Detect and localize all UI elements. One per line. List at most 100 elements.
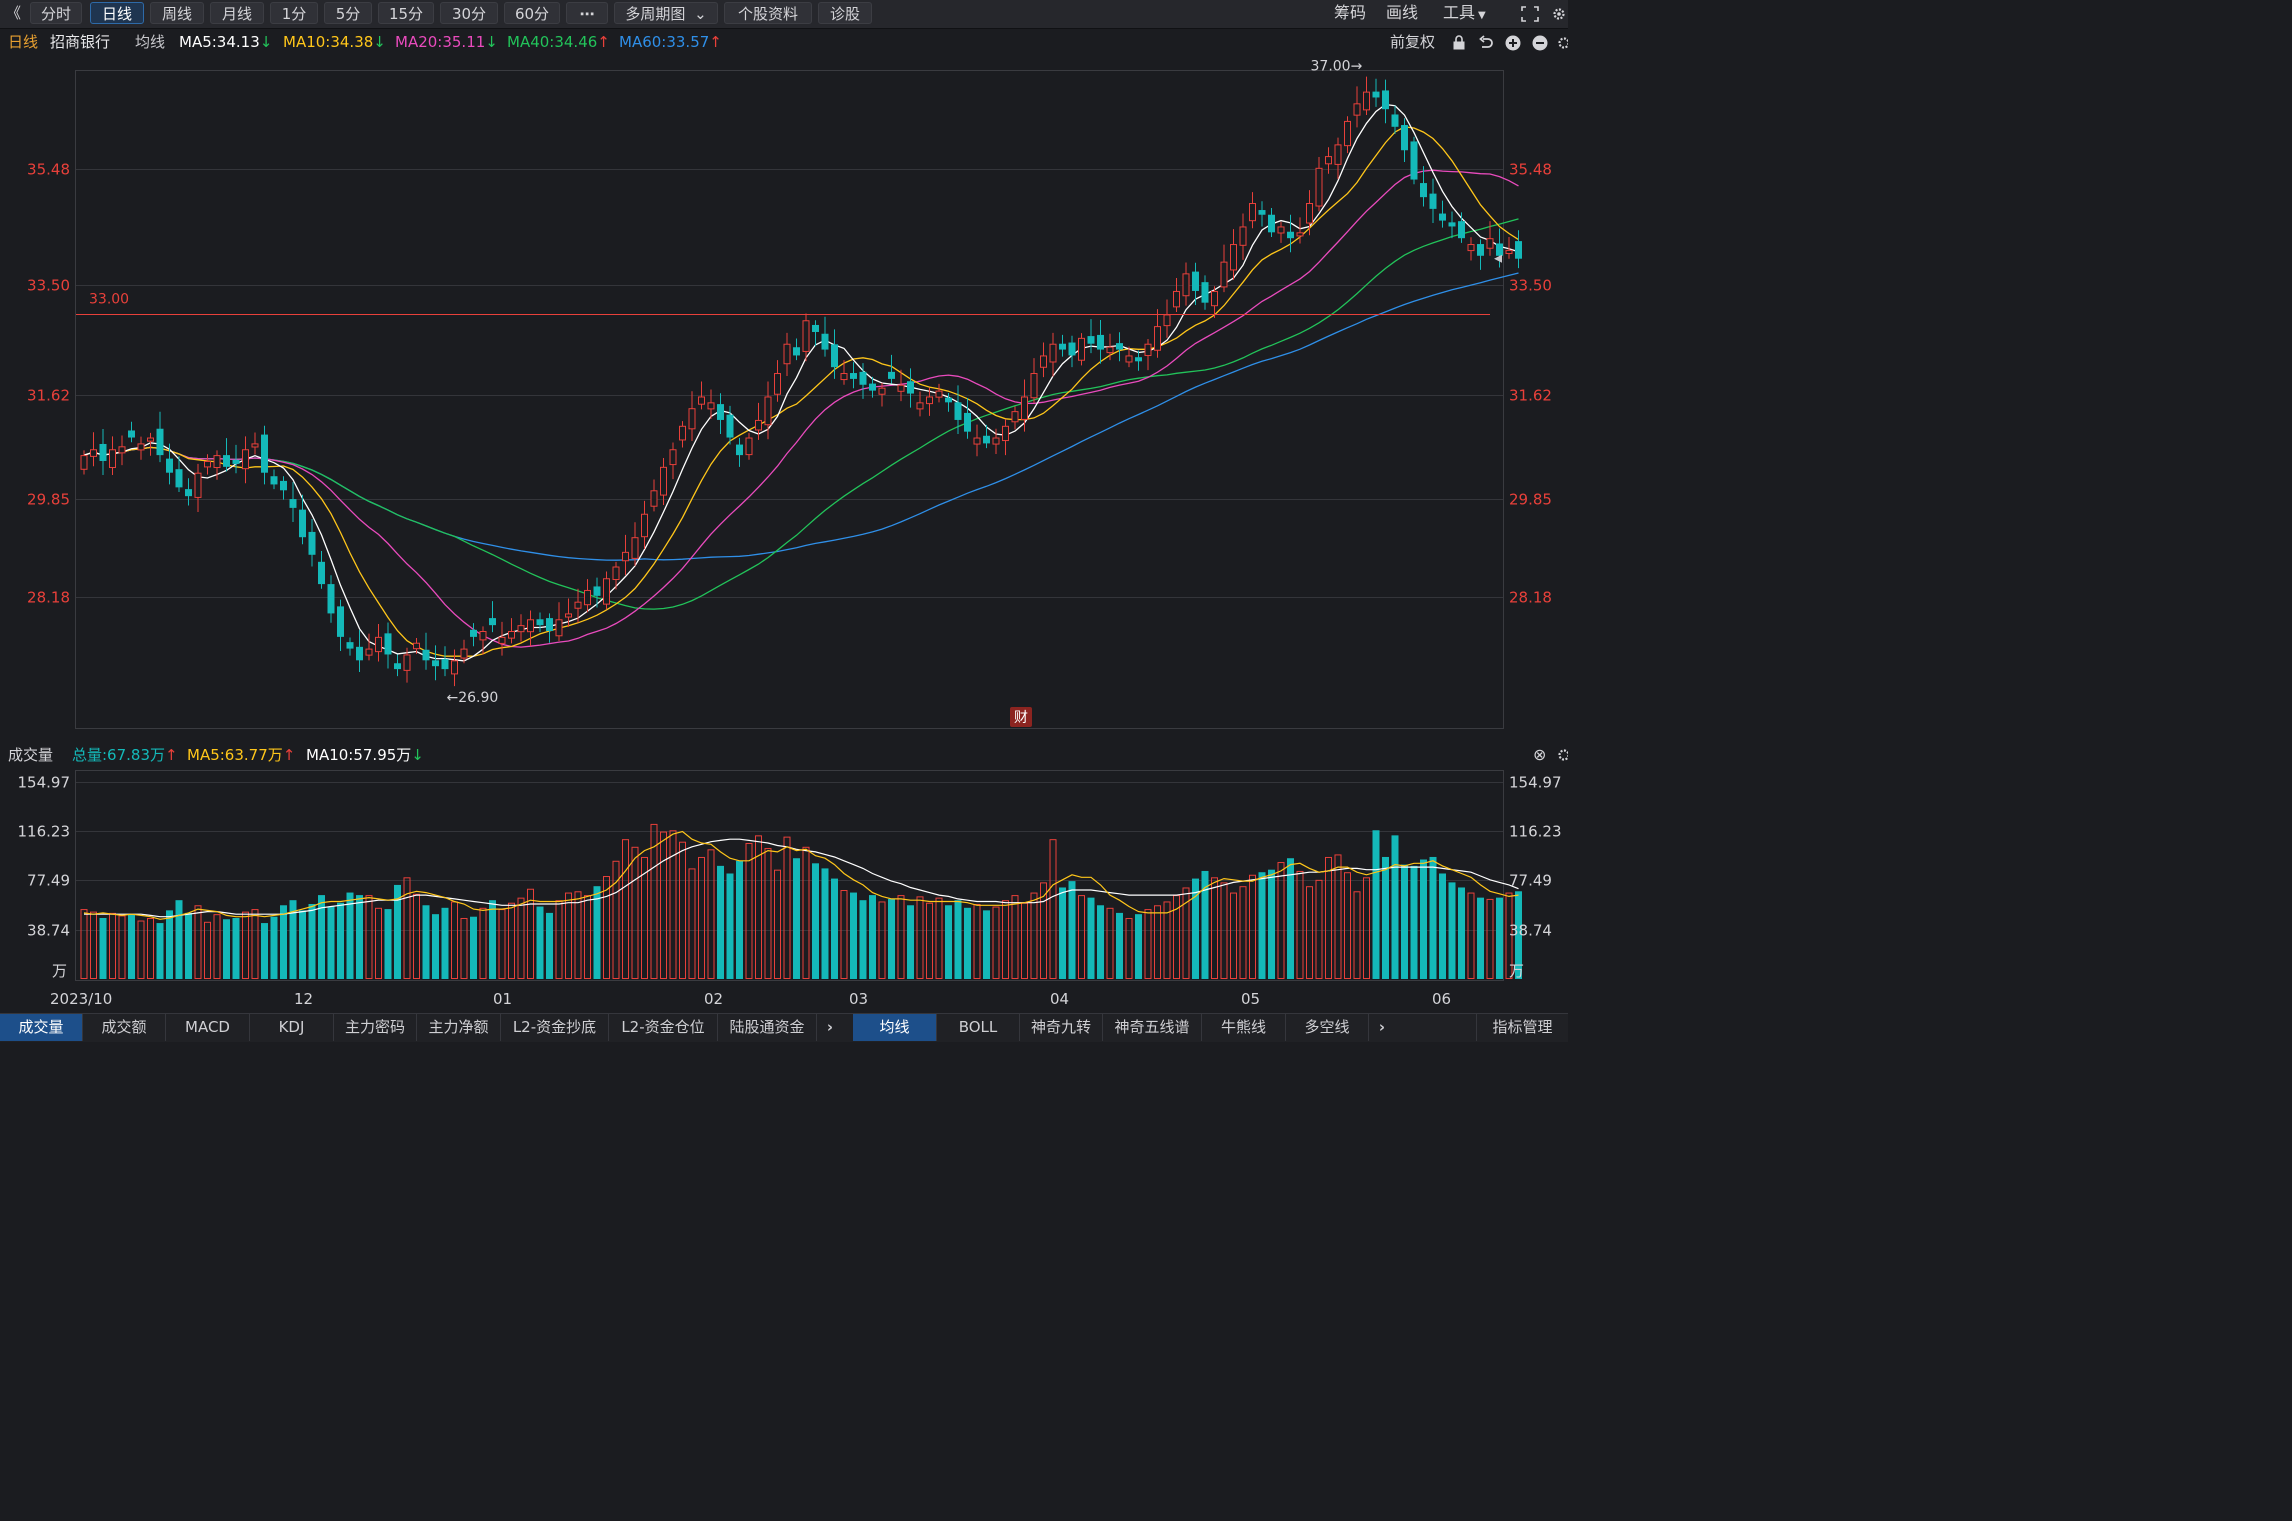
candle [1258,201,1266,227]
adjust-mode[interactable]: 前复权 [1390,33,1436,51]
volume-bar-down [1420,859,1427,979]
ma-label[interactable]: 均线 [135,33,166,51]
zoom-out-icon[interactable] [1532,35,1548,51]
tab-hk-connect[interactable]: 陆股通资金 [718,1014,817,1041]
volume-bar-down [954,900,962,979]
tab-ma[interactable]: 均线 [853,1014,937,1041]
tab-intraday[interactable]: 分时 [30,2,82,24]
finance-event-badge [1010,707,1032,727]
tab-1min[interactable]: 1分 [270,2,318,24]
stock-profile-button[interactable]: 个股资料 [724,2,812,24]
tab-30min[interactable]: 30分 [440,2,498,24]
tools-button[interactable]: 工具 ▼ [1443,2,1486,24]
candle-body-down [945,397,952,403]
chips-button[interactable]: 筹码 [1334,3,1367,22]
candle [1211,286,1218,318]
candle-body-down [327,584,335,614]
close-icon[interactable]: ⊗ [1533,745,1547,764]
candle-body-down [1458,221,1465,239]
tab-magic-nine[interactable]: 神奇九转 [1020,1014,1103,1041]
settings-gear-icon[interactable] [1556,35,1568,51]
tab-l2-position[interactable]: L2-资金仓位 [609,1014,718,1041]
volume-bar-down [1068,881,1076,979]
undo-icon[interactable] [1478,35,1494,51]
indicator-tabs: 成交量 成交额 MACD KDJ 主力密码 主力净额 L2-资金抄底 L2-资金… [0,1013,1568,1042]
date-tick: 06 [1432,990,1451,1008]
tab-60min[interactable]: 60分 [504,2,560,24]
ma60-value: MA60:33.57↑ [619,29,722,56]
volume-chart[interactable]: 154.97 154.97 116.23 116.23 77.49 77.49 38.74 3… [0,768,1568,1013]
chart-frame [75,70,1504,729]
zoom-in-icon[interactable] [1505,35,1521,51]
candle [688,391,696,442]
candle [194,463,202,512]
tabs-next-arrow-icon[interactable]: › [826,1018,834,1036]
volume-bar-down [859,900,867,979]
candle [1192,262,1199,306]
volume-bar-up [365,895,373,979]
settings-gear-icon[interactable] [1556,747,1568,763]
indicator-manage-button[interactable]: 指标管理 [1476,1014,1568,1041]
diagnose-button[interactable]: 诊股 [818,2,872,24]
tab-magic-five[interactable]: 神奇五线谱 [1103,1014,1202,1041]
back-arrow-icon[interactable]: 《 [6,4,22,22]
volume-bar-down [308,903,316,979]
kline-chart[interactable]: 35.48 35.48 33.50 33.50 31.62 31.62 29.85 29.85… [0,56,1568,742]
volume-bar-up [1163,901,1171,980]
candle-body-down [907,381,914,394]
volume-bar-down [337,902,344,979]
tab-boll[interactable]: BOLL [937,1014,1020,1041]
tab-main-code[interactable]: 主力密码 [334,1014,417,1041]
tabs-next-arrow-icon[interactable]: › [1378,1018,1386,1036]
draw-line-button[interactable]: 画线 [1386,3,1419,22]
tab-kdj[interactable]: KDJ [250,1014,334,1041]
volume-bar-up [1505,892,1513,979]
tab-volume[interactable]: 成交量 [0,1014,83,1041]
price-tick-left: 29.85 [27,491,70,509]
candle [1505,237,1513,259]
tab-daily[interactable]: 日线 [90,2,144,24]
multi-period-button[interactable]: 多周期图 ⌄ [614,2,718,24]
date-tick: 01 [493,990,512,1008]
candle [508,618,515,644]
tab-15min[interactable]: 15分 [378,2,434,24]
candle [546,613,553,643]
candle-body-down [99,443,107,461]
volume-bar-up [1249,874,1256,979]
tab-5min[interactable]: 5分 [324,2,372,24]
candle [1334,137,1342,179]
volume-bar-down [156,923,164,979]
tab-long-short[interactable]: 多空线 [1286,1014,1369,1041]
lock-icon[interactable] [1452,35,1466,50]
tab-main-net[interactable]: 主力净额 [417,1014,501,1041]
volume-bar-down [1135,914,1142,979]
volume-bar-up [679,841,686,979]
tab-monthly[interactable]: 月线 [210,2,264,24]
fullscreen-icon[interactable] [1520,5,1540,23]
tab-bull-bear[interactable]: 牛熊线 [1202,1014,1286,1041]
candle [80,450,88,475]
tab-weekly[interactable]: 周线 [150,2,204,24]
candle [840,360,848,385]
price-tick-right: 31.62 [1509,387,1552,405]
price-tick-left: 33.50 [27,277,70,295]
tab-macd[interactable]: MACD [166,1014,250,1041]
candle-body-up [194,472,202,498]
candle [707,389,715,419]
tab-turnover[interactable]: 成交额 [83,1014,166,1041]
candle-body-up [413,642,420,650]
candle-body-down [489,618,496,626]
candle-body-up [1163,314,1171,327]
more-periods-button[interactable]: ⋯ [566,2,608,24]
finance-event-marker[interactable]: 财 [1010,707,1032,727]
volume-bar-up [916,896,924,980]
candle-body-down [1087,336,1095,344]
tools-label: 工具 [1443,3,1476,22]
candle [1239,213,1247,260]
candle-body-down [536,619,544,626]
tab-l2-bottom[interactable]: L2-资金抄底 [501,1014,609,1041]
candle [90,432,97,467]
settings-gear-icon[interactable] [1550,5,1568,23]
candle [280,476,287,500]
candle-body-up [1486,238,1494,249]
